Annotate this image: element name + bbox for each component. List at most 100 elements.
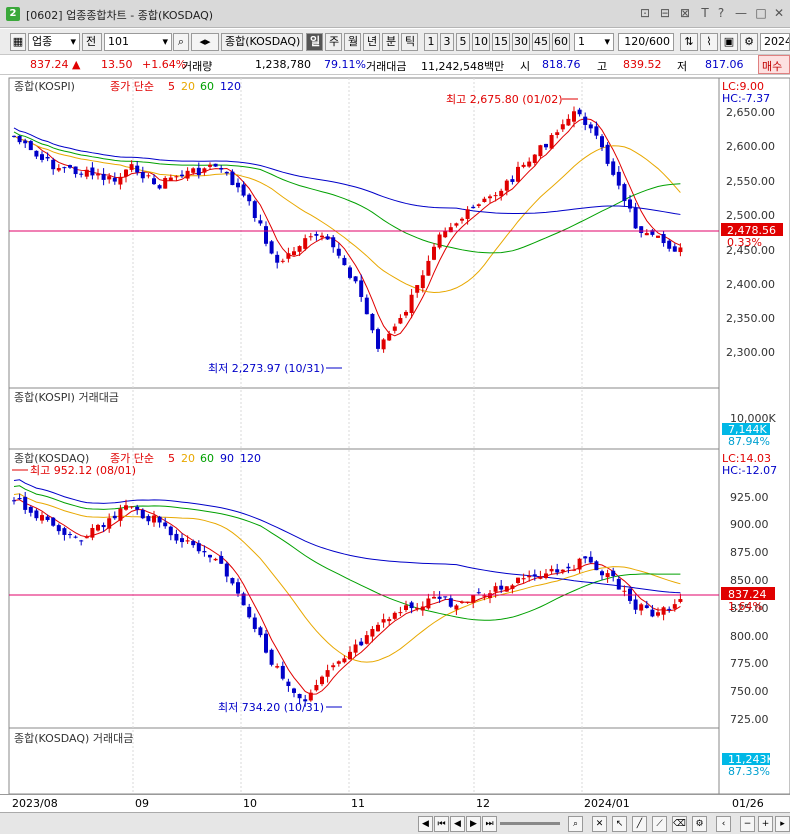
interval-10-button[interactable]: 10 <box>472 33 490 51</box>
low-value: 817.06 <box>705 58 744 71</box>
close-button[interactable]: ✕ <box>773 6 785 20</box>
interval-3-button[interactable]: 3 <box>440 33 454 51</box>
kospi-candle-body <box>661 234 666 244</box>
kospi-candle-body <box>112 177 117 182</box>
kosdaq-candle-body <box>415 607 420 609</box>
kosdaq-candle-body <box>280 665 285 679</box>
kosdaq-price-box <box>721 587 775 600</box>
speaker-icon[interactable]: ◂▸ <box>191 33 219 51</box>
period-month-tab[interactable]: 월 <box>344 33 361 51</box>
maximize-button[interactable]: □ <box>755 6 767 20</box>
kosdaq-candle-body <box>90 527 95 538</box>
kosdaq-candle-body <box>476 592 481 594</box>
chart-area[interactable]: 종합(KOSPI) 종가 단순 5 20 60 120 LC:9.00 HC:-… <box>0 76 790 795</box>
kospi-candle-body <box>124 169 128 177</box>
scroll-left-icon[interactable]: ◀ <box>418 816 433 832</box>
x-label: 12 <box>476 797 490 810</box>
high-value: 839.52 <box>623 58 662 71</box>
chart-canvas[interactable]: 종합(KOSPI) 종가 단순 5 20 60 120 LC:9.00 HC:-… <box>0 76 790 795</box>
kosdaq-candle-body <box>348 651 352 660</box>
help-icon[interactable]: ? <box>717 6 725 20</box>
line-tool-icon[interactable]: ╱ <box>632 816 647 832</box>
kosdaq-candle-body <box>448 598 453 607</box>
first-page-icon[interactable]: ⏮ <box>434 816 449 832</box>
kospi-candle-body <box>28 141 33 151</box>
kosdaq-candle-body <box>482 595 487 597</box>
kosdaq-candle-body <box>493 586 498 592</box>
interval-60-button[interactable]: 60 <box>552 33 570 51</box>
indicator-icon[interactable]: ⇅ <box>680 33 698 51</box>
last-page-icon[interactable]: ⏭ <box>482 816 497 832</box>
kospi-candle-body <box>432 246 436 260</box>
shrink-icon[interactable]: ‹ <box>716 816 731 832</box>
kospi-candle-body <box>84 169 89 177</box>
save-icon[interactable]: ▣ <box>720 33 738 51</box>
kospi-candle-body <box>516 166 520 182</box>
arrow-icon[interactable]: ↖ <box>612 816 627 832</box>
interval-5-button[interactable]: 5 <box>456 33 470 51</box>
period-week-tab[interactable]: 주 <box>325 33 342 51</box>
kospi-candle-body <box>376 329 380 349</box>
kosdaq-candle-body <box>40 515 44 521</box>
period-year-tab[interactable]: 년 <box>363 33 380 51</box>
kospi-candle-body <box>594 126 599 136</box>
minimize-button[interactable]: — <box>735 6 747 20</box>
kospi-candle-body <box>286 253 291 259</box>
close-panel-icon[interactable]: ⊠ <box>679 6 691 20</box>
low-label: 저 <box>677 60 688 73</box>
kospi-candle-body <box>370 313 375 331</box>
text-icon[interactable]: T <box>701 6 709 20</box>
zoom-in-icon[interactable]: + <box>758 816 773 832</box>
kosdaq-candle-body <box>96 524 100 531</box>
search-icon[interactable]: ⌕ <box>173 33 189 51</box>
kospi-panel-title: 종합(KOSPI) <box>14 80 75 93</box>
period-minute-tab[interactable]: 분 <box>382 33 399 51</box>
layout-icon[interactable]: ⊡ <box>639 6 651 20</box>
settings-small-icon[interactable]: ⚙ <box>692 816 707 832</box>
kosdaq-candle-body <box>538 576 543 579</box>
next-page-icon[interactable]: ▶ <box>466 816 481 832</box>
prev-page-icon[interactable]: ◀ <box>450 816 465 832</box>
kosdaq-amount-panel[interactable] <box>8 727 720 795</box>
x-label-right: 01/26 <box>732 797 764 810</box>
kospi-ma-line <box>13 131 681 254</box>
eraser-icon[interactable]: ⌫ <box>672 816 687 832</box>
zoom-slider[interactable] <box>500 822 560 825</box>
interval-30-button[interactable]: 30 <box>512 33 530 51</box>
kospi-candle-body <box>140 172 145 179</box>
kosdaq-candle-body <box>191 541 196 546</box>
code-prefix-button[interactable]: 전 <box>82 33 102 51</box>
interval-45-button[interactable]: 45 <box>532 33 550 51</box>
trend-tool-icon[interactable]: ⟋ <box>652 816 667 832</box>
kosdaq-candle-body <box>532 574 537 577</box>
interval-1-button[interactable]: 1 <box>424 33 438 51</box>
cross-icon[interactable]: ✕ <box>592 816 607 832</box>
minimize-panel-icon[interactable]: ⊟ <box>659 6 671 20</box>
buy-button[interactable]: 매수 <box>758 55 790 74</box>
kospi-price-panel[interactable] <box>8 77 720 389</box>
kosdaq-price-panel[interactable] <box>8 448 720 729</box>
index-name-field: 종합(KOSDAQ) <box>221 33 303 51</box>
chart-tool-icon[interactable]: ⌇ <box>700 33 718 51</box>
interval-15-button[interactable]: 15 <box>492 33 510 51</box>
period-day-tab[interactable]: 일 <box>306 33 323 51</box>
market-select[interactable]: 업종 ▾ <box>28 33 80 51</box>
count-input[interactable]: 120/600 <box>618 33 674 51</box>
scroll-right-icon[interactable]: ▸ <box>775 816 790 832</box>
kospi-candle-body <box>644 233 649 236</box>
kospi-amount-panel[interactable] <box>8 387 720 450</box>
period-tick-tab[interactable]: 틱 <box>401 33 418 51</box>
stock-search-icon[interactable]: ▦ <box>10 33 26 51</box>
magnify-icon[interactable]: ⌕ <box>568 816 583 832</box>
gear-icon[interactable]: ⚙ <box>740 33 758 51</box>
date-input[interactable]: 2024/ <box>760 33 790 51</box>
up-arrow-icon: ▲ <box>72 58 81 71</box>
interval-input[interactable]: 1 ▾ <box>574 33 614 51</box>
kospi-candle-body <box>555 132 560 135</box>
kosdaq-candle-body <box>286 681 291 686</box>
kosdaq-candle-body <box>644 605 649 608</box>
kospi-ytick: 2,600.00 <box>726 140 775 153</box>
code-input[interactable]: 101 ▾ <box>104 33 172 51</box>
zoom-out-icon[interactable]: − <box>740 816 755 832</box>
kospi-candle-body <box>605 144 610 164</box>
